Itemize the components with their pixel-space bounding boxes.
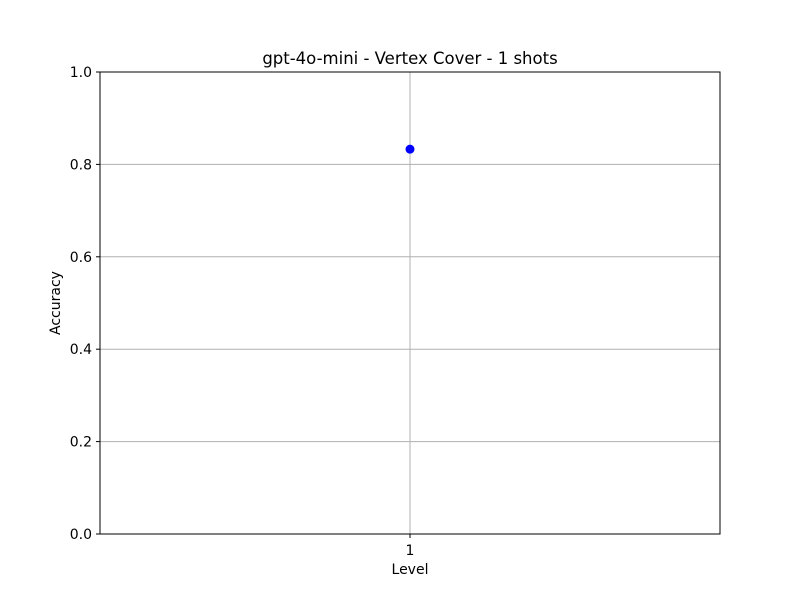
x-axis-label: Level bbox=[392, 562, 429, 578]
axis-ticks: 0.0 0.2 0.4 0.6 0.8 1.0 1 bbox=[70, 65, 415, 559]
y-tick-label: 0.6 bbox=[70, 250, 92, 266]
data-points bbox=[405, 144, 415, 154]
x-tick-label: 1 bbox=[406, 543, 415, 559]
y-tick-label: 0.8 bbox=[70, 157, 92, 173]
y-tick-label: 0.4 bbox=[70, 342, 92, 358]
y-tick-label: 0.0 bbox=[70, 527, 92, 543]
chart-title: gpt-4o-mini - Vertex Cover - 1 shots bbox=[262, 49, 557, 68]
y-tick-label: 1.0 bbox=[70, 65, 92, 81]
y-tick-label: 0.2 bbox=[70, 435, 92, 451]
y-axis-label: Accuracy bbox=[48, 271, 64, 335]
data-point bbox=[405, 144, 415, 154]
